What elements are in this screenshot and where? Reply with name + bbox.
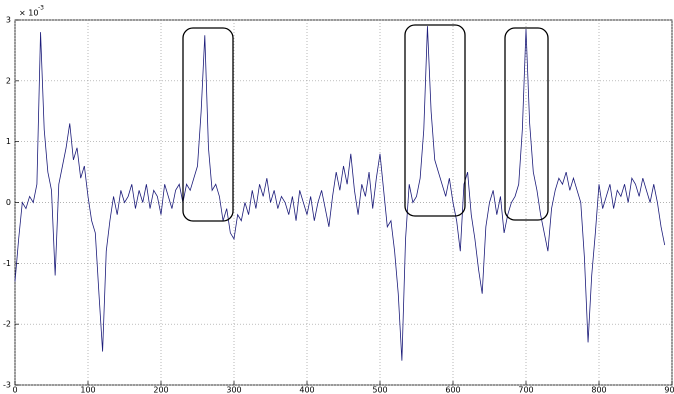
y-tick-label: -2: [3, 320, 11, 329]
x-tick-label: 300: [226, 386, 241, 394]
y-tick-label: 0: [6, 198, 11, 207]
x-tick-label: 700: [518, 386, 533, 394]
y-tick-label: 3: [6, 16, 11, 25]
x-tick-label: 500: [372, 386, 387, 394]
y-exponent: -3: [38, 5, 44, 12]
data-line: [14, 26, 666, 361]
x-tick-label: 800: [591, 386, 606, 394]
x-tick-label: 900: [664, 386, 674, 394]
x-tick-label: 400: [299, 386, 314, 394]
highlight-box: [504, 27, 549, 221]
y-tick-label: -3: [3, 381, 11, 390]
y-tick-label: 1: [6, 137, 11, 146]
x-tick-label: 200: [153, 386, 168, 394]
x-tick-label: 100: [80, 386, 95, 394]
y-multiplier: × 10: [19, 9, 38, 18]
highlight-box: [404, 24, 466, 217]
y-tick-label: -1: [3, 259, 11, 268]
x-tick-label: 600: [445, 386, 460, 394]
y-tick-label: 2: [6, 76, 11, 85]
x-tick-label: 0: [12, 386, 17, 394]
marks: -3 -2 -1 0 1 2 3 0 100 200 300 400 500 600 700 800 900: [3, 16, 674, 394]
highlight-box: [182, 27, 234, 222]
